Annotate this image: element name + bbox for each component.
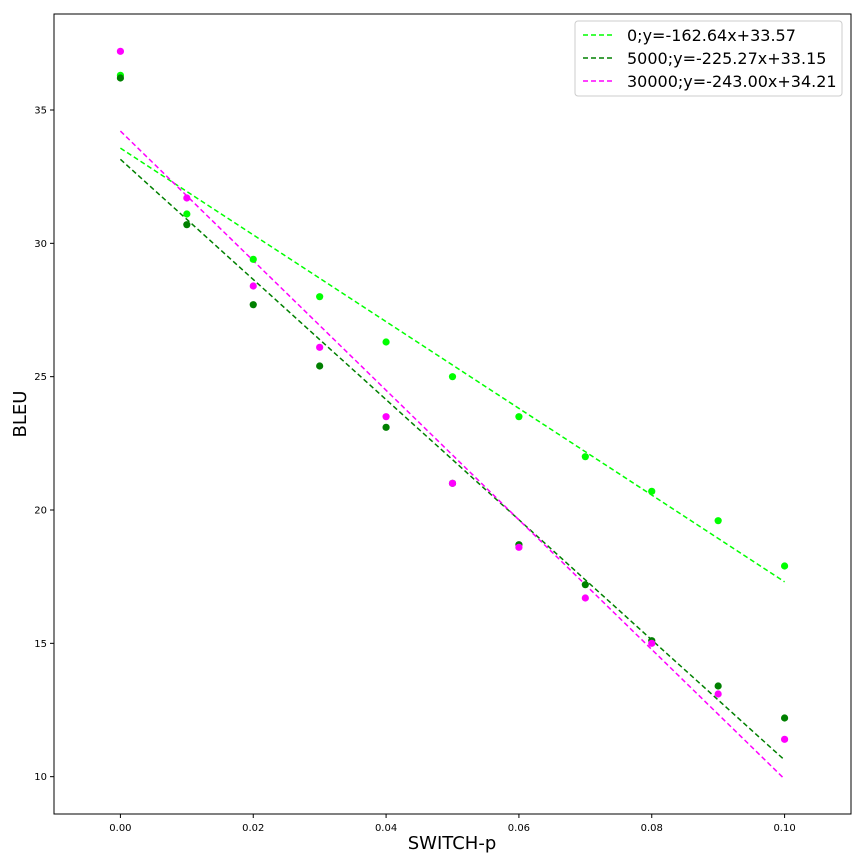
data-point-s2-8 xyxy=(648,639,656,647)
plot-area xyxy=(53,13,852,815)
data-point-s1-4 xyxy=(382,423,390,431)
data-point-s2-4 xyxy=(382,413,390,421)
legend-box xyxy=(574,20,843,97)
legend-label-2: 30000;y=-243.00x+34.21 xyxy=(627,72,837,91)
data-point-s2-3 xyxy=(316,343,324,351)
fit-line-2 xyxy=(119,130,786,780)
data-point-s0-3 xyxy=(316,293,324,301)
data-point-s0-4 xyxy=(382,338,390,346)
data-point-s2-0 xyxy=(116,47,125,55)
data-point-s2-10 xyxy=(780,735,789,743)
y-tick-label: 35 xyxy=(34,106,47,117)
fit-line-1 xyxy=(119,158,786,761)
data-point-s2-9 xyxy=(714,690,722,698)
data-point-s0-2 xyxy=(249,255,257,263)
fit-lines xyxy=(119,130,786,780)
legend: 0;y=-162.64x+33.57 5000;y=-225.27x+33.15 3… xyxy=(574,20,843,97)
x-tick-label: 0.04 xyxy=(375,823,397,834)
data-point-s0-1 xyxy=(183,210,191,218)
data-point-s0-8 xyxy=(648,487,656,495)
y-tick-label: 30 xyxy=(34,239,47,250)
x-axis-ticks: 0.00 0.02 0.04 0.06 0.08 0.10 xyxy=(109,814,796,834)
data-point-s0-10 xyxy=(780,562,789,570)
data-point-s2-2 xyxy=(249,282,257,290)
data-points xyxy=(116,47,789,743)
data-point-s1-3 xyxy=(316,362,324,370)
y-tick-label: 20 xyxy=(34,506,47,517)
data-point-s0-7 xyxy=(581,453,589,461)
x-tick-label: 0.06 xyxy=(508,823,530,834)
data-point-s2-5 xyxy=(448,479,457,487)
data-point-s1-10 xyxy=(780,714,789,722)
data-point-s1-1 xyxy=(183,221,191,229)
data-point-s0-6 xyxy=(515,413,523,421)
data-point-s2-1 xyxy=(183,194,191,202)
x-axis-title: SWITCH-p xyxy=(408,833,497,854)
x-tick-label: 0.00 xyxy=(109,823,131,834)
legend-label-0: 0;y=-162.64x+33.57 xyxy=(627,26,796,45)
y-tick-label: 10 xyxy=(34,772,47,783)
data-point-s1-9 xyxy=(714,682,722,690)
x-tick-label: 0.02 xyxy=(242,823,264,834)
data-point-s2-6 xyxy=(515,543,523,551)
x-tick-label: 0.08 xyxy=(641,823,663,834)
y-tick-label: 15 xyxy=(34,639,47,650)
data-point-s0-9 xyxy=(714,517,722,525)
data-point-s0-5 xyxy=(448,373,457,381)
data-point-s1-0 xyxy=(116,74,125,82)
y-axis-ticks: 10 15 20 25 30 35 xyxy=(34,106,54,783)
x-tick-label: 0.10 xyxy=(773,823,795,834)
y-tick-label: 25 xyxy=(34,372,47,383)
data-point-s2-7 xyxy=(581,594,589,602)
fit-line-0 xyxy=(120,147,785,583)
y-axis-title: BLEU xyxy=(10,391,31,438)
data-point-s1-7 xyxy=(581,581,589,589)
data-point-s1-2 xyxy=(249,301,257,309)
legend-label-1: 5000;y=-225.27x+33.15 xyxy=(627,49,826,68)
